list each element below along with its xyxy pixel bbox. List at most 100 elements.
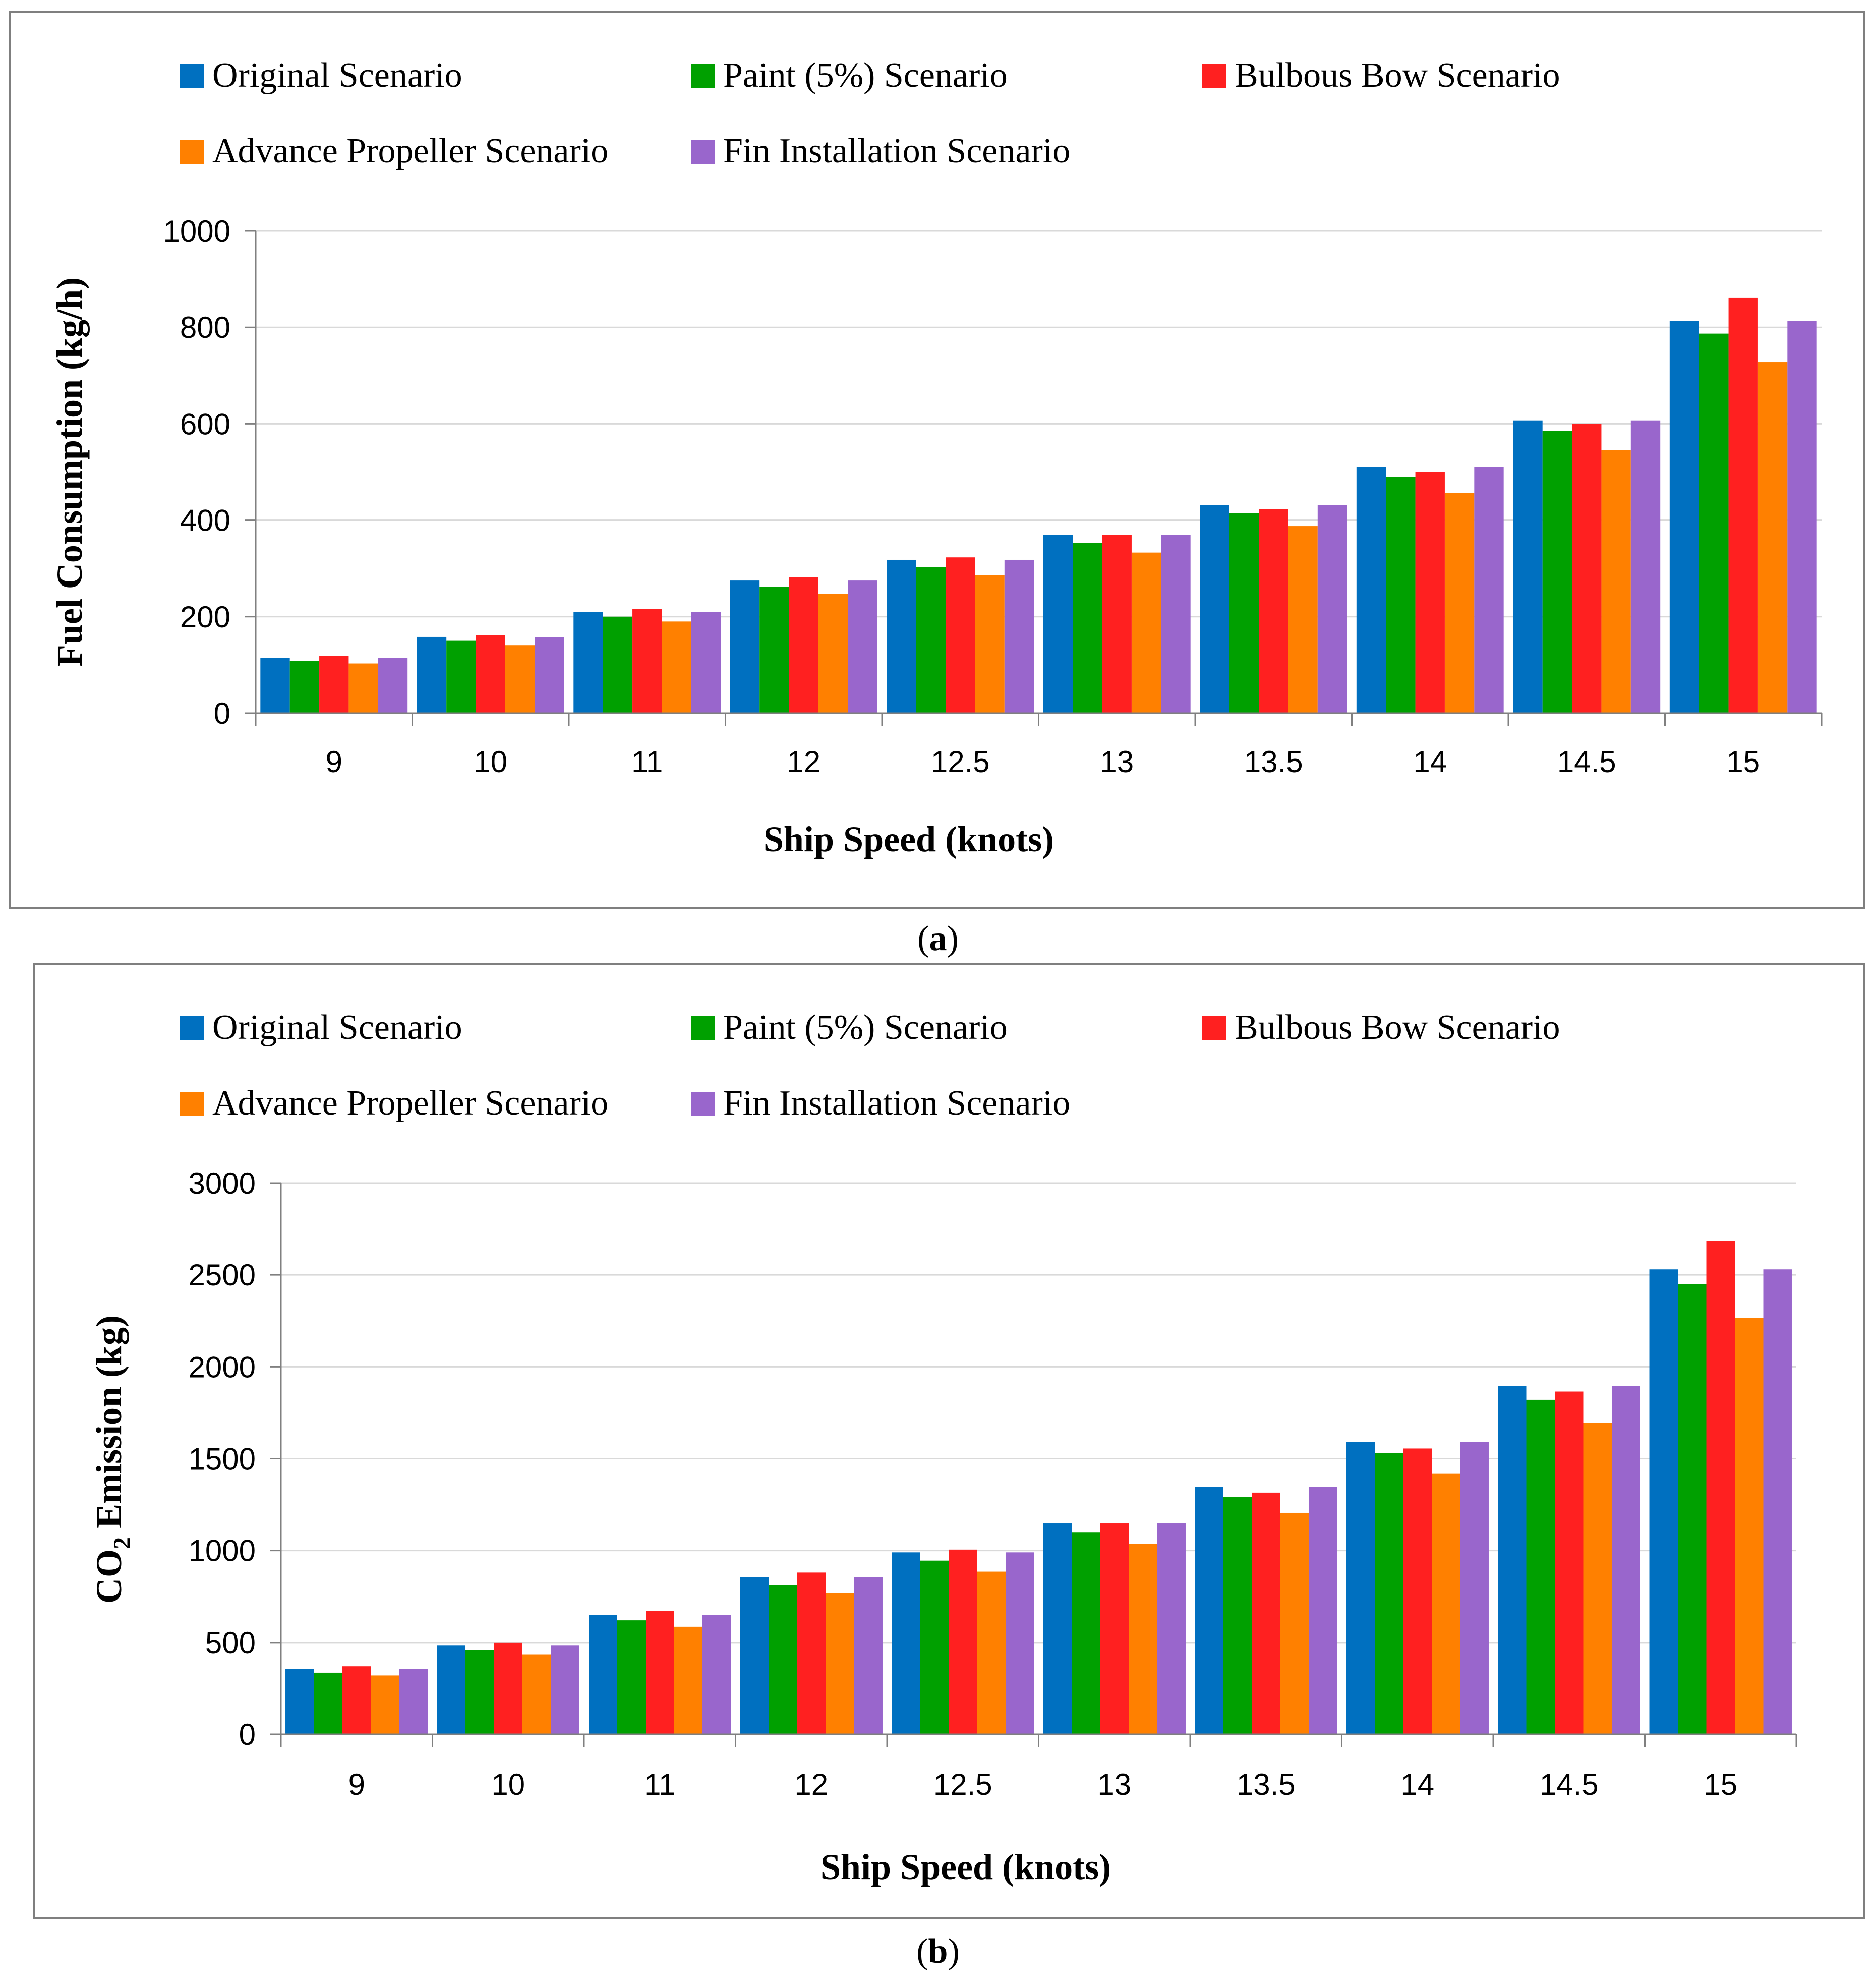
bar [342, 1666, 371, 1734]
bar [674, 1626, 702, 1734]
bar [1669, 321, 1699, 713]
bar [1699, 333, 1729, 713]
bar [437, 1645, 466, 1734]
legend-label: Paint (5%) Scenario [723, 56, 1008, 95]
x-tick-label: 14 [1413, 745, 1447, 779]
bar [691, 612, 721, 713]
caption-b-open: ( [916, 1932, 928, 1971]
legend-swatch [691, 140, 715, 164]
bar [789, 577, 818, 713]
bar [892, 1552, 920, 1734]
bar [1728, 297, 1758, 713]
legend-item: Paint (5%) Scenario [691, 56, 1008, 95]
legend-swatch [1202, 64, 1226, 88]
y-tick-label: 200 [180, 600, 230, 634]
bar [1072, 1532, 1100, 1734]
x-tick-label: 11 [631, 745, 663, 779]
legend-swatch [1202, 1016, 1226, 1040]
bar [646, 1611, 674, 1734]
bar [319, 656, 349, 713]
bar [1542, 431, 1572, 713]
caption-a: (a) [862, 919, 1014, 959]
bar [465, 1650, 494, 1734]
bar [1526, 1399, 1555, 1734]
legend-label: Bulbous Bow Scenario [1235, 1008, 1560, 1047]
bar [535, 637, 564, 713]
x-tick-label: 11 [644, 1768, 675, 1801]
bar [632, 609, 662, 713]
x-tick-label: 10 [474, 745, 507, 779]
bar [1630, 420, 1661, 713]
bar [1131, 552, 1161, 713]
bar [1317, 505, 1347, 713]
legend-swatch [180, 140, 204, 164]
y-tick-label: 3000 [189, 1166, 256, 1200]
legend-item: Advance Propeller Scenario [180, 1084, 608, 1123]
y-tick-label: 2000 [189, 1350, 256, 1384]
bar [848, 580, 877, 713]
legend-swatch [691, 1092, 715, 1116]
y-tick-label: 400 [180, 504, 230, 538]
bar [1460, 1442, 1489, 1734]
bar [1100, 1523, 1129, 1734]
bar [1005, 1552, 1034, 1734]
x-tick-label: 13 [1097, 1768, 1131, 1801]
legend-label: Advance Propeller Scenario [212, 132, 608, 170]
x-tick-label: 12.5 [931, 745, 990, 779]
bar [1223, 1497, 1252, 1734]
bar [825, 1593, 854, 1734]
bar [1375, 1453, 1403, 1734]
bar [1195, 1487, 1223, 1734]
bar [759, 587, 789, 713]
x-axis-title: Ship Speed (knots) [820, 1847, 1111, 1887]
legend-item: Original Scenario [180, 56, 462, 95]
legend-swatch [180, 1016, 204, 1040]
bar [1415, 472, 1445, 713]
x-tick-label: 13 [1100, 745, 1134, 779]
bar [603, 616, 633, 713]
legend-swatch [691, 64, 715, 88]
bar [946, 557, 975, 713]
bar [887, 559, 916, 713]
caption-b: (b) [862, 1932, 1014, 1972]
bar [1073, 543, 1102, 713]
y-tick-label: 0 [239, 1718, 256, 1751]
x-tick-label: 13.5 [1237, 1768, 1296, 1801]
bar [348, 663, 378, 713]
caption-a-close: ) [947, 919, 959, 958]
bar [1386, 477, 1416, 713]
bar [573, 612, 603, 713]
bar [1229, 513, 1259, 713]
bar [1611, 1386, 1640, 1734]
bar [916, 567, 946, 713]
x-tick-label: 14.5 [1557, 745, 1616, 779]
bar [446, 640, 476, 713]
legend-swatch [180, 1092, 204, 1116]
bar [1583, 1423, 1612, 1734]
bar [476, 635, 505, 713]
bar [1308, 1487, 1337, 1734]
bar [977, 1571, 1006, 1734]
legend: Original Scenario Paint (5%) Scenario Bulb… [180, 1008, 1560, 1123]
caption-b-close: ) [948, 1932, 960, 1971]
bar [617, 1620, 646, 1734]
x-tick-label: 9 [348, 1768, 365, 1801]
bar [1498, 1386, 1527, 1734]
x-tick-label: 12 [794, 1768, 828, 1801]
bar [1444, 493, 1475, 713]
legend-item: Bulbous Bow Scenario [1202, 56, 1560, 95]
x-tick-label: 15 [1704, 1768, 1737, 1801]
y-tick-label: 1500 [189, 1442, 256, 1476]
bar [769, 1585, 797, 1734]
bar [702, 1615, 731, 1734]
bar [551, 1645, 579, 1734]
x-tick-label: 12.5 [933, 1768, 992, 1801]
bar [797, 1572, 826, 1734]
y-axis-title: Fuel Consumption (kg/h) [49, 277, 90, 667]
bar [1513, 420, 1543, 713]
bar [1346, 1442, 1375, 1734]
x-tick-label: 12 [787, 745, 820, 779]
legend: Original Scenario Paint (5%) Scenario Bulb… [180, 56, 1560, 170]
bar [417, 636, 447, 713]
legend-label: Original Scenario [212, 56, 462, 95]
